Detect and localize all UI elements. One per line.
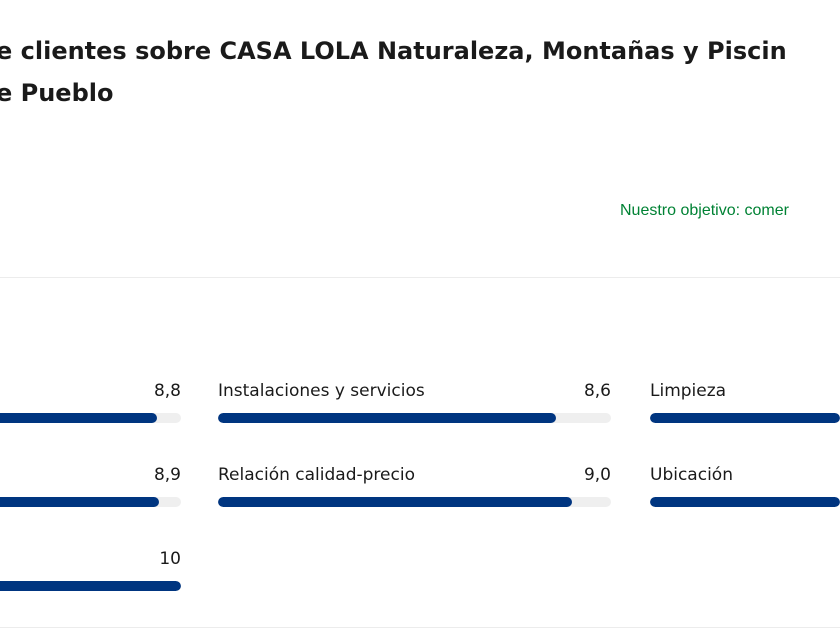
score-bar-track: [0, 497, 181, 507]
score-label: Relación calidad-precio: [218, 465, 415, 485]
score-bar-track: [0, 581, 181, 591]
score-bar-track: [650, 497, 840, 507]
score-bar-track: [0, 413, 181, 423]
divider-top: [0, 277, 840, 278]
score-bar-fill: [218, 497, 572, 507]
score-label: Ubicación: [650, 465, 733, 485]
page-title: e clientes sobre CASA LOLA Naturaleza, M…: [0, 30, 840, 114]
score-label: Limpieza: [650, 381, 727, 401]
page-title-line-1: e clientes sobre CASA LOLA Naturaleza, M…: [0, 37, 787, 65]
score-bar-track: [650, 413, 840, 423]
score-value: 9,0: [583, 465, 611, 485]
score-bar-fill: [218, 413, 556, 423]
score-item: 10: [0, 549, 181, 591]
score-bar-track: [218, 497, 611, 507]
score-value: 8,6: [583, 381, 611, 401]
score-value: 8,9: [153, 465, 181, 485]
score-bar-fill: [650, 497, 840, 507]
score-value: 8,8: [153, 381, 181, 401]
score-bar-fill: [650, 413, 840, 423]
score-item: Instalaciones y servicios 8,6: [218, 381, 611, 423]
score-bar-fill: [0, 413, 157, 423]
score-item: Ubicación: [650, 465, 840, 507]
score-item: Relación calidad-precio 9,0: [218, 465, 611, 507]
objective-text: Nuestro objetivo: comer: [620, 202, 789, 219]
page-title-line-2: e Pueblo: [0, 79, 114, 107]
score-item: Limpieza: [650, 381, 840, 423]
score-item: 8,8: [0, 381, 181, 423]
score-item: 8,9: [0, 465, 181, 507]
score-label: Instalaciones y servicios: [218, 381, 425, 401]
score-value: 10: [159, 549, 181, 569]
score-bar-fill: [0, 497, 159, 507]
score-bar-track: [218, 413, 611, 423]
score-bar-fill: [0, 581, 181, 591]
divider-bottom: [0, 627, 840, 628]
